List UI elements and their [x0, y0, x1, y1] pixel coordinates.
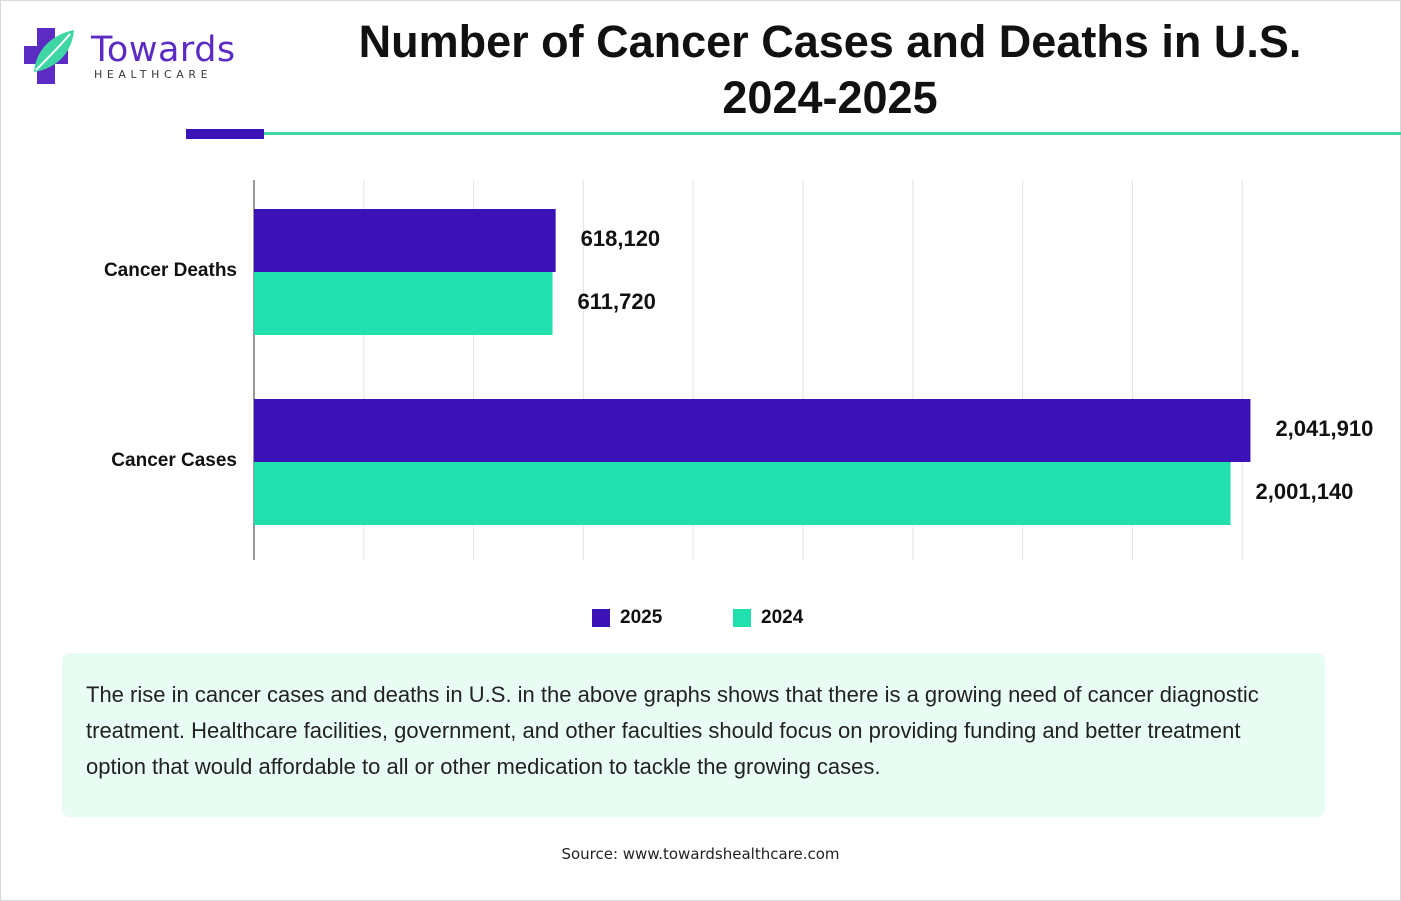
- category-label-cancer-deaths: Cancer Deaths: [103, 260, 237, 281]
- legend-swatch-2025: [592, 609, 610, 627]
- legend-item-2025: 2025: [592, 607, 662, 629]
- legend-label-2025: 2025: [620, 607, 663, 628]
- source-credit: Source: www.towardshealthcare.com: [561, 845, 840, 863]
- insight-note-box: The rise in cancer cases and deaths in U…: [62, 653, 1325, 817]
- bar-cancer-cases-2024: [254, 462, 1231, 525]
- title-underline-accent: [186, 129, 264, 139]
- chart-title-line-1: Number of Cancer Cases and Deaths in U.S…: [358, 16, 1302, 67]
- medical-cross-leaf-icon: [24, 28, 74, 84]
- title-underline-rule: [264, 132, 1401, 135]
- category-label-cancer-cases: Cancer Cases: [111, 450, 237, 471]
- data-label-cancer-deaths-2024: 611,720: [577, 289, 656, 314]
- legend-label-2024: 2024: [761, 607, 804, 628]
- legend-item-2024: 2024: [733, 607, 803, 629]
- bar-chart: [253, 180, 1251, 560]
- logo-title: Towards: [91, 30, 236, 70]
- logo-tagline: HEALTHCARE: [94, 68, 213, 81]
- insight-note-text: The rise in cancer cases and deaths in U…: [86, 682, 1259, 779]
- bar-cancer-cases-2025: [254, 399, 1251, 462]
- legend-swatch-2024: [733, 609, 751, 627]
- data-label-cancer-cases-2025: 2,041,910: [1275, 416, 1374, 441]
- chart-title-line-2: 2024-2025: [722, 72, 938, 123]
- bar-cancer-deaths-2025: [254, 209, 556, 272]
- data-label-cancer-deaths-2025: 618,120: [580, 226, 661, 251]
- bar-cancer-deaths-2024: [254, 272, 553, 335]
- towards-healthcare-logo: Towards HEALTHCARE: [22, 26, 252, 86]
- chart-title: Number of Cancer Cases and Deaths in U.S…: [290, 14, 1370, 126]
- data-label-cancer-cases-2024: 2,001,140: [1255, 479, 1354, 504]
